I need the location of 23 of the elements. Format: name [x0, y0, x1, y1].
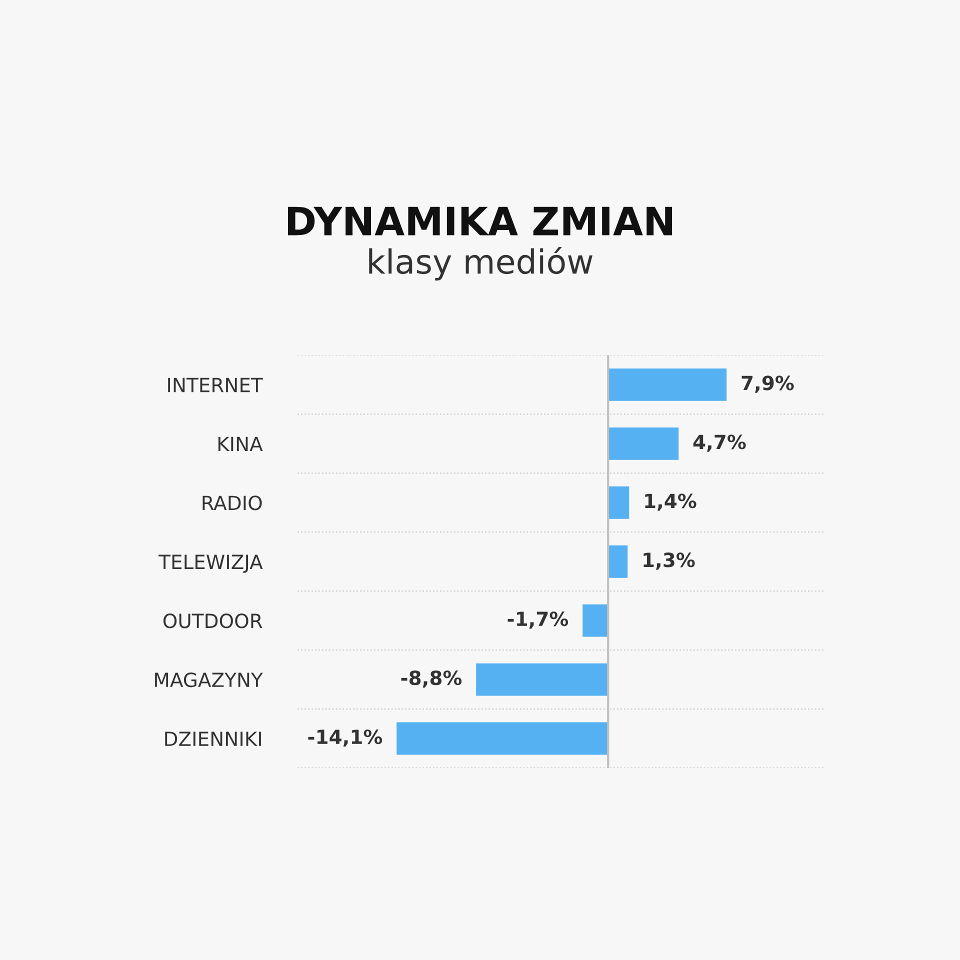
chart-subtitle: klasy mediów: [369, 246, 592, 281]
y-tick-label: TELEWIZJA: [158, 554, 263, 573]
data-label: 1,4%: [645, 494, 696, 511]
data-label: -8,8%: [401, 670, 462, 688]
y-tick-label: KINA: [218, 436, 263, 452]
data-label: -14,1%: [308, 729, 382, 747]
bar: [608, 545, 628, 578]
chart-title: DYNAMIKA ZMIAN: [288, 206, 672, 236]
y-tick-label: DZIENNIKI: [165, 732, 261, 746]
data-label: 1,3%: [644, 552, 695, 570]
bar: [608, 486, 630, 519]
bar: [396, 722, 608, 755]
y-tick-label: INTERNET: [168, 378, 263, 392]
data-label: -1,7%: [508, 612, 568, 629]
bar: [582, 604, 608, 637]
y-tick-label: MAGAZYNY: [155, 672, 263, 688]
data-label: 4,7%: [693, 434, 746, 452]
bar: [476, 663, 608, 696]
y-tick-label: OUTDOOR: [163, 614, 262, 628]
y-tick-label: RADIO: [202, 496, 262, 510]
bar: [608, 368, 727, 401]
bar: [608, 427, 679, 460]
data-label: 7,9%: [742, 376, 794, 393]
